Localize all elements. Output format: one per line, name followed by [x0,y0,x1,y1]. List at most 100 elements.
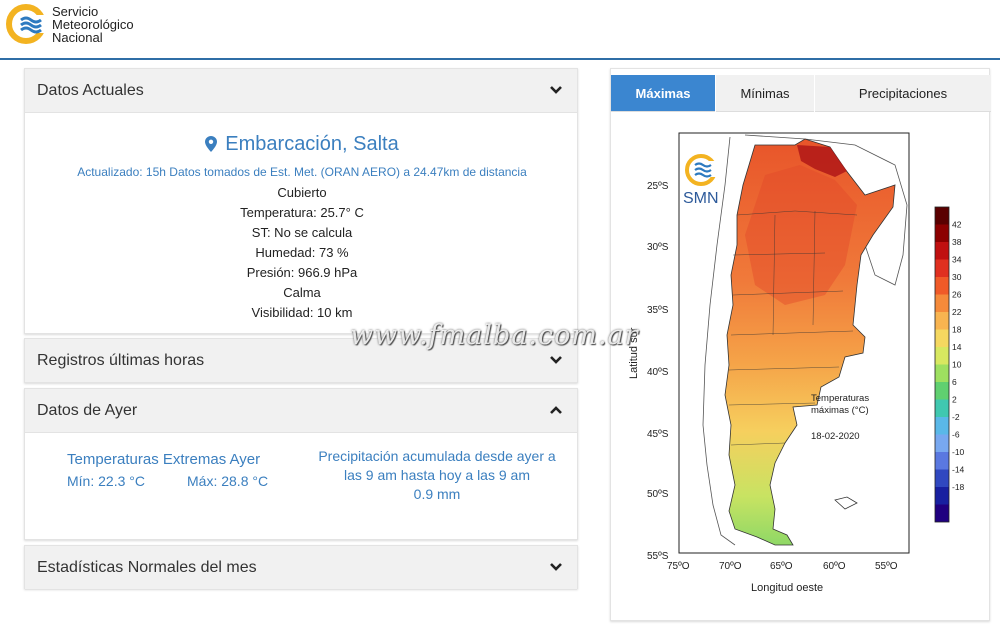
condition-visibility: Visibilidad: 10 km [251,305,353,320]
scale-label: -18 [952,482,965,492]
lon-tick: 75ºO [667,561,690,572]
scale-swatch [935,242,949,260]
conditions-list: Cubierto Temperatura: 25.7° C ST: No se … [25,183,579,323]
brand-line-2: Meteorológico [52,17,134,32]
scale-swatch [935,487,949,505]
brand-line-1: Servicio [52,4,99,19]
precipitation-info: Precipitación acumulada desde ayer a las… [315,447,559,504]
lat-tick: 45ºS [647,429,669,440]
scale-label: 30 [952,272,962,282]
scale-swatch [935,294,949,312]
chevron-down-icon[interactable] [549,560,563,574]
annotation-line-1: Temperaturas [811,393,869,404]
map-smn-logo: SMN [683,154,719,207]
map-xlabel: Longitud oeste [751,582,823,594]
scale-swatch [935,364,949,382]
hot-region [797,145,847,177]
condition-humidity: Humedad: 73 % [255,245,349,260]
condition-wind: Calma [283,285,321,300]
color-scale: 42 38 34 30 26 22 18 14 10 6 2 -2 -6 -10 -14 -18 [934,206,965,523]
precipitation-line-2: las 9 am hasta hoy a las 9 am [344,467,530,483]
temperature-map[interactable]: SMN 25ºS 30ºS 35ºS 40ºS 45ºS 50ºS 55ºS 7… [625,125,995,615]
scale-swatch [935,417,949,435]
smn-logo-icon[interactable] [6,4,46,44]
scale-swatch [935,312,949,330]
annotation-line-2: máximas (°C) [811,405,869,416]
scale-swatch [935,347,949,365]
map-panel: Máximas Mínimas Precipitaciones [610,68,991,621]
panel-estadisticas-normales: Estadísticas Normales del mes [24,545,578,590]
scale-label: 34 [952,255,962,265]
warm-region [745,165,857,305]
scale-swatch [935,224,949,242]
lat-tick: 30ºS [647,242,669,253]
scale-swatch [935,434,949,452]
scale-label: 22 [952,307,962,317]
tab-minimas[interactable]: Mínimas [716,75,814,112]
scale-label: 18 [952,325,962,335]
scale-swatch [935,382,949,400]
panel-registros-header[interactable]: Registros últimas horas [25,339,577,383]
neighbors-outline [744,134,908,286]
watermark: www.fmalba.com.ar [350,320,639,351]
scale-label: 38 [952,237,962,247]
tab-maximas[interactable]: Máximas [611,75,715,112]
scale-label: 42 [952,220,962,230]
lat-tick: 25ºS [647,181,669,192]
scale-swatch [935,452,949,470]
lon-tick: 70ºO [719,561,742,572]
map-date: 18-02-2020 [811,431,860,442]
scale-swatch [935,469,949,487]
scale-label: 2 [952,395,957,405]
chile-outline [702,136,736,546]
scale-swatch [935,277,949,295]
panel-estadisticas-header[interactable]: Estadísticas Normales del mes [25,546,577,590]
panel-title: Registros últimas horas [37,352,205,369]
panel-title: Datos Actuales [37,82,144,99]
map-logo-text: SMN [683,190,719,207]
scale-label: 14 [952,342,962,352]
scale-swatch [935,259,949,277]
brand-name[interactable]: Servicio Meteorológico Nacional [52,5,134,44]
condition-temperature: Temperatura: 25.7° C [240,205,364,220]
location-heading: Embarcación, Salta [25,133,579,156]
min-temp: Mín: 22.3 °C [67,473,145,489]
panel-datos-ayer-header[interactable]: Datos de Ayer [25,389,577,433]
extremes-title: Temperaturas Extremas Ayer [67,451,261,468]
precipitation-value: 0.9 mm [413,486,461,502]
panel-registros: Registros últimas horas [24,338,578,383]
lat-tick: 40ºS [647,367,669,378]
scale-label: 10 [952,360,962,370]
panel-datos-ayer: Datos de Ayer Temperaturas Extremas Ayer… [24,388,578,540]
scale-label: -14 [952,465,965,475]
max-temp: Máx: 28.8 °C [187,473,269,489]
panel-title: Estadísticas Normales del mes [37,559,257,576]
lat-tick: 55ºS [647,551,669,562]
panel-title: Datos de Ayer [37,402,138,419]
map-tabs: Máximas Mínimas Precipitaciones [611,75,991,112]
precipitation-line-1: Precipitación acumulada desde ayer a [318,448,556,464]
scale-label: 26 [952,290,962,300]
map-pin-icon [205,136,218,152]
lon-tick: 60ºO [823,561,846,572]
chevron-down-icon[interactable] [549,353,563,367]
chevron-up-icon[interactable] [549,403,563,417]
panel-datos-actuales: Datos Actuales Embarcación, Salta Actual… [24,68,578,334]
panel-datos-actuales-header[interactable]: Datos Actuales [25,69,577,113]
tab-precipitaciones[interactable]: Precipitaciones [815,75,991,112]
scale-swatch [935,399,949,417]
scale-swatch [935,504,949,522]
lat-tick: 35ºS [647,305,669,316]
condition-pressure: Presión: 966.9 hPa [246,265,358,280]
lon-tick: 65ºO [770,561,793,572]
scale-label: -10 [952,447,965,457]
chevron-down-icon[interactable] [549,83,563,97]
lat-ticks: 25ºS 30ºS 35ºS 40ºS 45ºS 50ºS 55ºS [647,181,669,562]
scale-label: -6 [952,430,960,440]
province-lines [728,210,858,446]
lon-ticks: 75ºO 70ºO 65ºO 60ºO 55ºO [667,561,898,572]
condition-st: ST: No se calcula [251,225,353,240]
location-name: Embarcación, Salta [225,133,399,155]
update-info: Actualizado: 15h Datos tomados de Est. M… [77,165,527,179]
map-ylabel: Latitud sur [628,327,640,379]
